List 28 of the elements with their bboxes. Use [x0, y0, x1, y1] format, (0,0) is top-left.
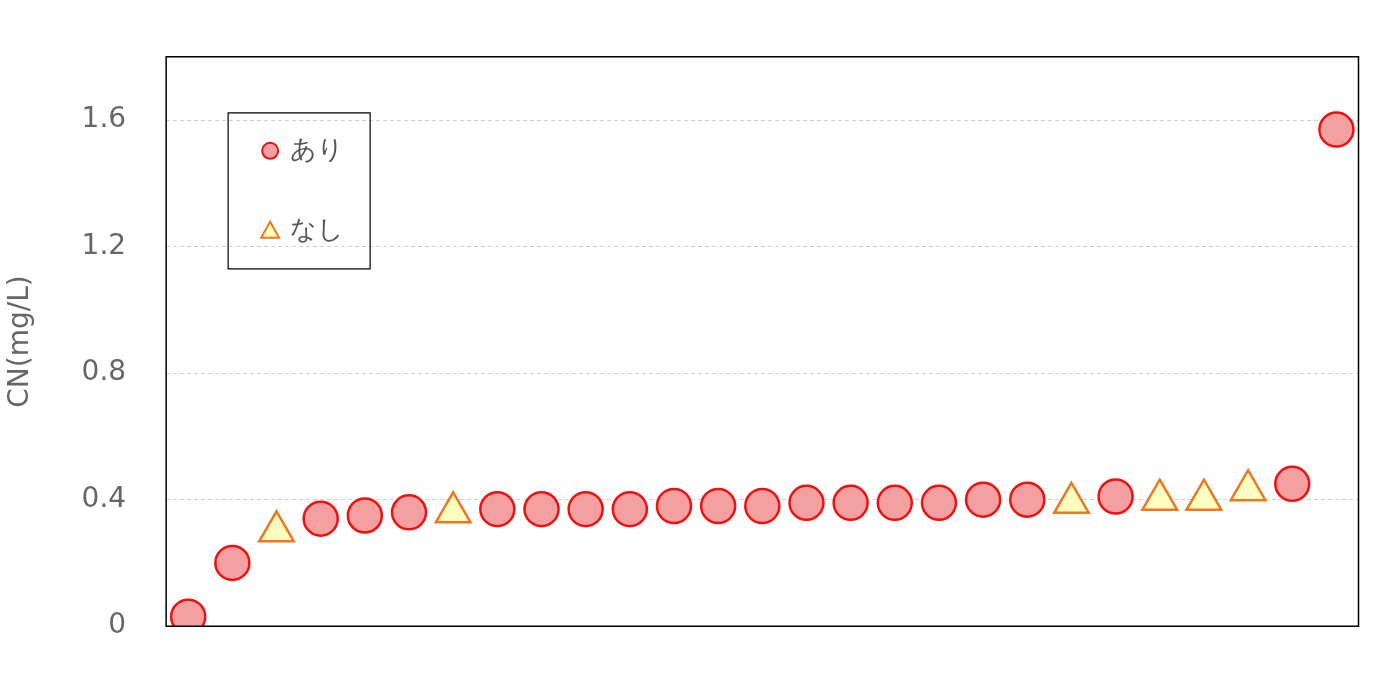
point — [479, 490, 516, 528]
point — [832, 484, 869, 522]
point — [1097, 478, 1134, 515]
point — [1318, 111, 1355, 148]
point — [788, 484, 825, 522]
point — [744, 487, 781, 525]
point — [523, 490, 560, 528]
legend-label: なし — [290, 213, 345, 244]
point — [611, 490, 649, 528]
point — [346, 497, 384, 534]
point — [655, 487, 693, 525]
y-axis-title: CN(mg/L) — [2, 275, 36, 408]
point — [1274, 465, 1311, 503]
legend-label: あり — [290, 133, 345, 164]
point — [302, 500, 339, 537]
point — [567, 490, 604, 528]
y-tick-label: 1.2 — [81, 227, 127, 261]
y-tick-label: 0.8 — [81, 354, 127, 388]
y-tick-label: 0.4 — [81, 480, 127, 514]
point — [920, 484, 958, 522]
point — [1009, 481, 1046, 518]
y-tick-label: 0 — [108, 607, 127, 641]
y-tick-label: 1.6 — [81, 101, 127, 135]
point — [964, 481, 1002, 518]
point — [876, 484, 914, 522]
point — [699, 487, 737, 525]
point — [390, 494, 428, 531]
point — [214, 544, 251, 582]
